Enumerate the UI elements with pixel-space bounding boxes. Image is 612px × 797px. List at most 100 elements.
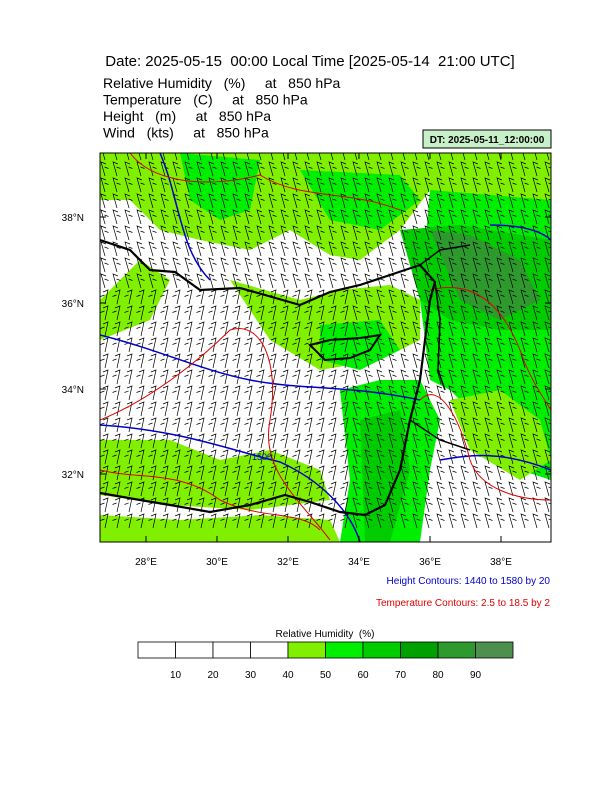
wind-barb [304, 337, 313, 353]
wind-barb [460, 497, 469, 513]
wind-barb [100, 241, 109, 257]
wind-barb [508, 465, 517, 481]
wind-barb [328, 433, 337, 449]
wind-barb [508, 449, 517, 465]
wind-barb [450, 153, 454, 161]
wind-barb [220, 481, 229, 497]
wind-barb [532, 273, 541, 289]
wind-barb [448, 353, 457, 369]
wind-barb [496, 353, 505, 369]
wind-barb [352, 161, 361, 177]
wind-barb [486, 153, 490, 161]
wind-barb [352, 193, 361, 209]
wind-barb [412, 433, 421, 449]
wind-barb [316, 257, 325, 273]
wind-barb [412, 241, 421, 257]
wind-barb [136, 433, 145, 449]
wind-barb [124, 433, 133, 449]
wind-barb [282, 153, 286, 161]
wind-barb [160, 257, 169, 273]
wind-barb [184, 513, 193, 529]
wind-barb [112, 161, 121, 177]
coastline [308, 333, 383, 362]
wind-barb [340, 161, 349, 177]
wind-barb [292, 337, 301, 353]
wind-barb [460, 289, 469, 305]
wind-barb [124, 177, 133, 193]
wind-barb [354, 153, 358, 161]
wind-barb [256, 161, 265, 177]
wind-barb [292, 353, 301, 369]
wind-barb [232, 353, 241, 369]
colorbar-label: 60 [357, 670, 369, 681]
wind-barb [160, 305, 169, 321]
wind-barb [484, 257, 493, 273]
wind-barb [148, 193, 157, 209]
wind-barb [472, 209, 481, 225]
wind-barb [436, 433, 445, 449]
wind-barb [208, 513, 217, 529]
wind-barb [520, 161, 529, 177]
wind-barb [280, 289, 289, 305]
wind-barb [376, 513, 385, 529]
wind-barb [532, 513, 541, 529]
title: Date: 2025-05-15 00:00 Local Time [2025-… [105, 53, 514, 70]
wind-barb [184, 273, 193, 289]
map-axes: 38°N 36°N 34°N 32°N 28°E 30°E 32°E 34°E 36°E 38°E [62, 153, 551, 568]
colorbar-box [325, 641, 364, 659]
wind-barb [424, 209, 433, 225]
wind-barb [400, 161, 409, 177]
wind-barb [160, 481, 169, 497]
wind-barb [124, 289, 133, 305]
wind-barb [364, 321, 373, 337]
wind-barb [316, 433, 325, 449]
wind-barb [496, 401, 505, 417]
wind-barb [376, 225, 385, 241]
wind-barb [400, 481, 409, 497]
wind-barb [100, 449, 109, 465]
wind-barb [364, 305, 373, 321]
colorbar-label: 70 [395, 670, 407, 681]
wind-barb [184, 401, 193, 417]
wind-barb [244, 353, 253, 369]
wind-barb [424, 401, 433, 417]
wind-barb [304, 401, 313, 417]
wind-barb [472, 193, 481, 209]
wind-barb [484, 497, 493, 513]
wind-barb [436, 161, 445, 177]
wind-barb [520, 369, 529, 385]
wind-barb [304, 481, 313, 497]
wind-barb [220, 209, 229, 225]
wind-barb [184, 257, 193, 273]
wind-barb [426, 153, 430, 161]
wind-barb [496, 193, 505, 209]
wind-barb [376, 273, 385, 289]
wind-barb [388, 257, 397, 273]
wind-barb [508, 273, 517, 289]
wind-barb [460, 385, 469, 401]
wind-barb [292, 433, 301, 449]
wind-barb [112, 417, 121, 433]
wind-barb [174, 153, 178, 161]
wind-barb [280, 449, 289, 465]
wind-barb [376, 161, 385, 177]
temperature-contour [100, 328, 331, 541]
wind-barb [460, 209, 469, 225]
dt-text: DT: 2025-05-11_12:00:00 [430, 135, 545, 146]
wind-barb [244, 209, 253, 225]
wind-barb [280, 177, 289, 193]
wind-barb [208, 369, 217, 385]
wind-barb [100, 273, 109, 289]
wind-barb [484, 321, 493, 337]
colorbar-box [287, 641, 326, 659]
wind-barb [520, 177, 529, 193]
wind-barb [436, 193, 445, 209]
wind-barb [112, 305, 121, 321]
wind-barb [304, 241, 313, 257]
wind-barb [520, 193, 529, 209]
temperature-contour [419, 287, 551, 501]
wind-barb [508, 241, 517, 257]
wind-barb [268, 337, 277, 353]
wind-barb [472, 385, 481, 401]
wind-barb [124, 513, 133, 529]
